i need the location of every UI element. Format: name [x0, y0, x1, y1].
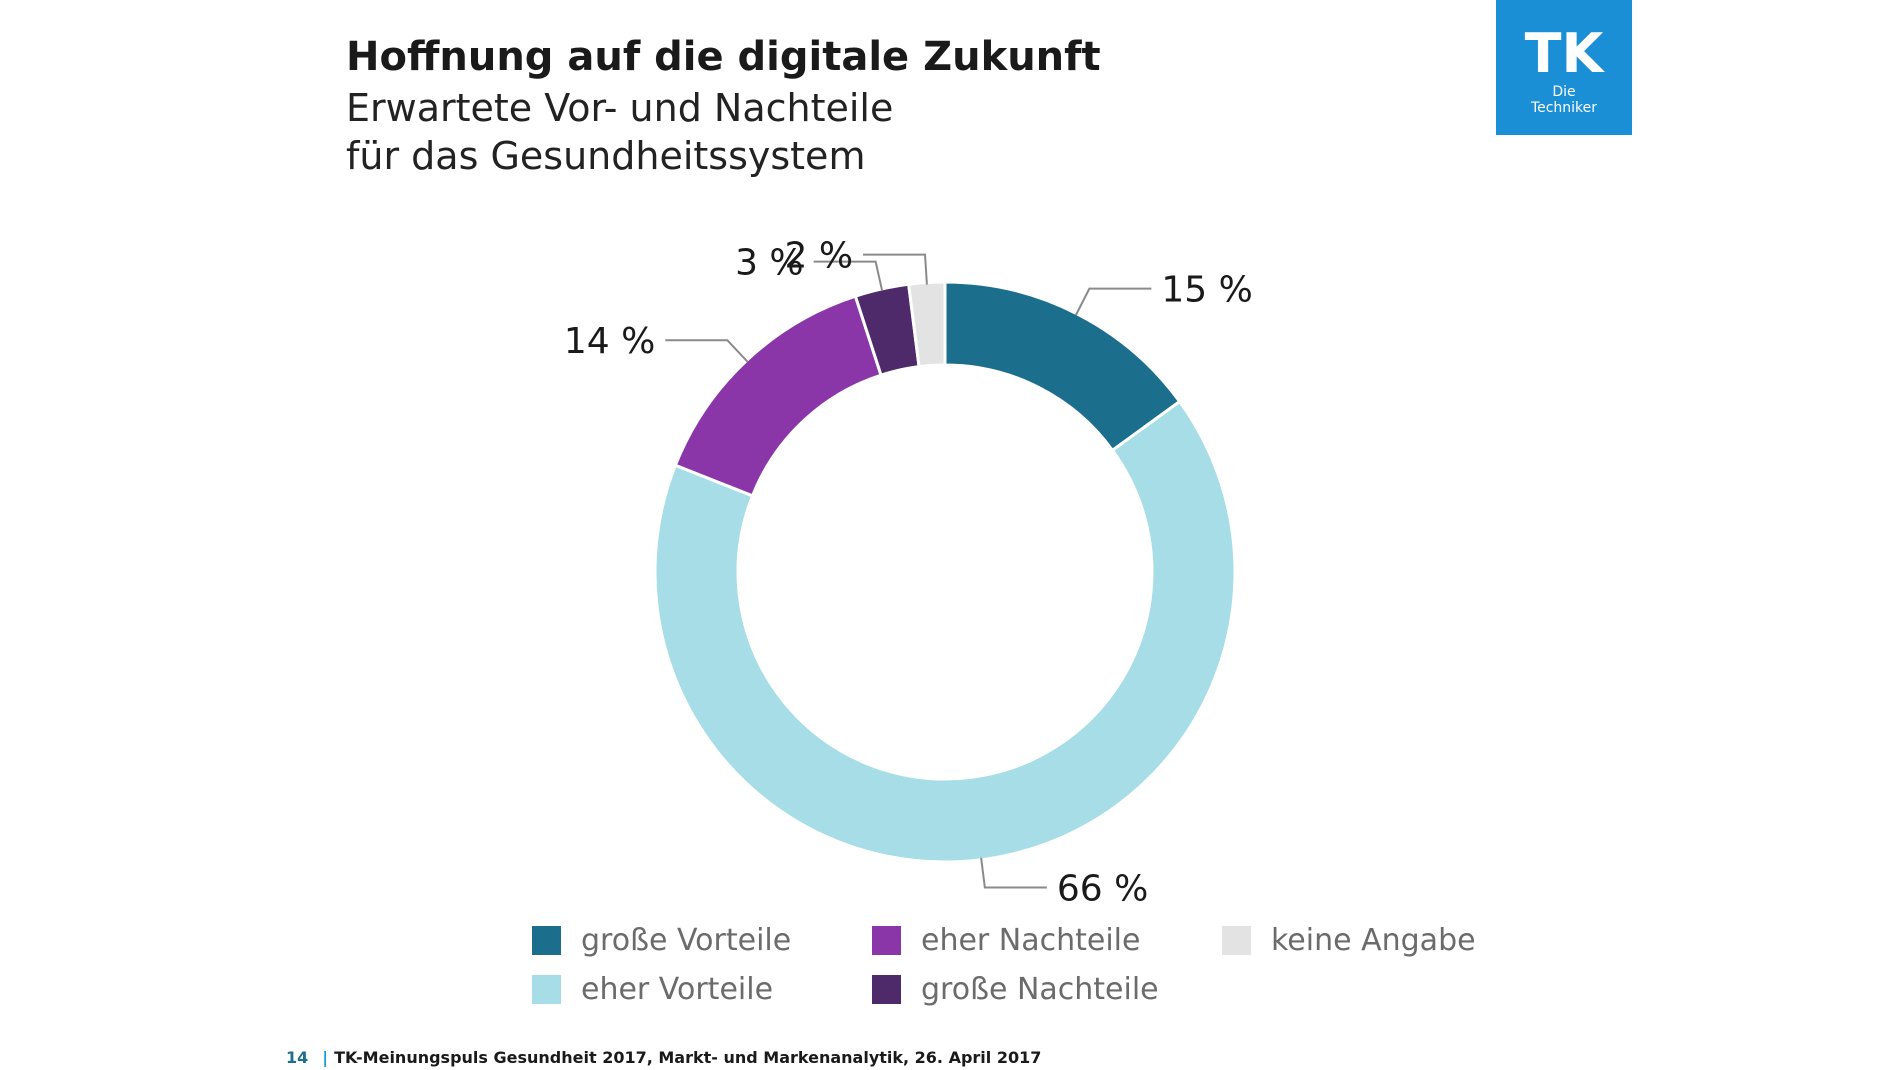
chart-title: Hoffnung auf die digitale Zukunft — [346, 34, 1101, 80]
logo-line-2: Techniker — [1530, 100, 1598, 116]
slice-grosse-vorteile — [943, 280, 1182, 453]
data-label-eher-nachteile: 14 % — [564, 321, 655, 362]
footer: 14 | TK-Meinungspuls Gesundheit 2017, Mark… — [286, 1048, 1041, 1067]
slice-eher-vorteile — [653, 399, 1237, 864]
chart-subtitle: Erwartete Vor- und Nachteile für das Ges… — [346, 84, 893, 180]
tk-logo-icon: TK — [1525, 22, 1606, 85]
leader-line-keine-angabe — [863, 253, 928, 285]
leader-line-eher-nachteile — [665, 339, 749, 363]
slice-eher-nachteile — [673, 294, 883, 498]
leader-line-grosse-vorteile — [1074, 287, 1152, 316]
subtitle-line-1: Erwartete Vor- und Nachteile — [346, 86, 894, 130]
data-label-keine-angabe: 2 % — [784, 236, 853, 277]
leader-line-grosse-nachteile — [813, 260, 884, 292]
data-label-grosse-vorteile: 15 % — [1161, 270, 1252, 311]
slice-keine-angabe — [906, 280, 947, 369]
data-label-grosse-nachteile: 3 % — [735, 243, 804, 284]
logo-line-1: Die — [1552, 84, 1576, 100]
footer-source: TK-Meinungspuls Gesundheit 2017, Markt- … — [334, 1048, 1042, 1067]
tk-logo: TK Die Techniker — [1496, 0, 1632, 135]
footer-separator: | — [322, 1048, 329, 1067]
data-label-eher-vorteile: 66 % — [1057, 868, 1148, 909]
page-number: 14 — [286, 1048, 309, 1067]
leader-line-eher-vorteile — [980, 857, 1047, 889]
subtitle-line-2: für das Gesundheitssystem — [346, 134, 866, 178]
logo-letters: TK — [1525, 22, 1606, 85]
